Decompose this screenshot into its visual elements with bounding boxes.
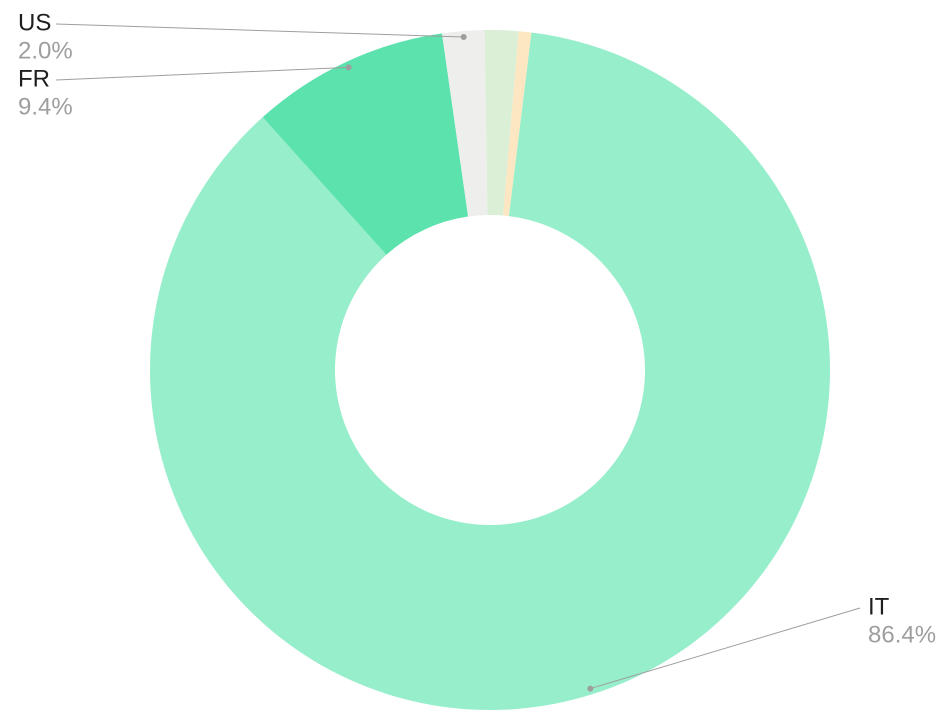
slice-label-name: US [18, 9, 51, 36]
slice-label-name: FR [18, 65, 50, 92]
slice-label-value: 2.0% [18, 37, 73, 64]
slice-label-value: 9.4% [18, 93, 73, 120]
slice-label-value: 86.4% [868, 621, 936, 648]
leader-line [56, 67, 349, 80]
leader-line [56, 24, 464, 37]
slice-label-name: IT [868, 593, 890, 620]
donut-chart: IT86.4% FR9.4% US2.0% [0, 0, 952, 726]
donut-chart-svg: IT86.4% FR9.4% US2.0% [0, 0, 952, 726]
